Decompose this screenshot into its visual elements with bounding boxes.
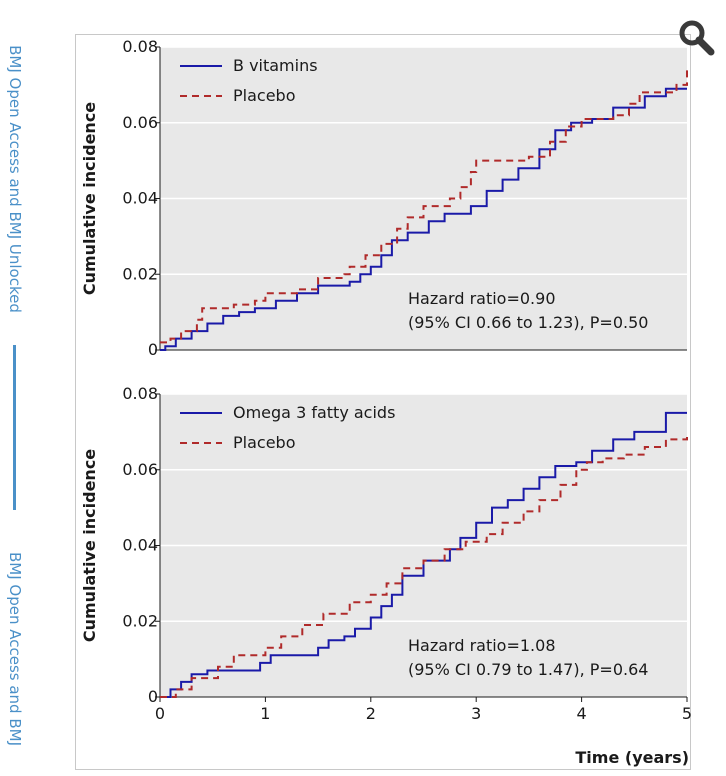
chart2-y-tick-label: 0.04 — [122, 536, 158, 555]
magnifier-icon — [679, 20, 715, 56]
chart1-y-tick-label: 0 — [148, 340, 158, 359]
side-banner: BMJ Open Access and BMJ Unlocked BMJ Ope… — [0, 0, 30, 776]
zoom-button[interactable] — [677, 18, 717, 58]
chart2-placebo-line — [160, 435, 688, 698]
chart2-annotation-line: (95% CI 0.79 to 1.47), P=0.64 — [408, 660, 648, 679]
chart2-y-tick-label: 0.08 — [122, 384, 158, 403]
chart1-placebo-line — [160, 65, 688, 344]
chart2-x-tick-label: 5 — [682, 704, 692, 723]
chart1-legend-label: B vitamins — [233, 56, 318, 75]
chart1-treatment-line — [160, 87, 687, 351]
chart2-x-axis-title: Time (years) — [575, 748, 689, 767]
chart1-y-tick-label: 0.06 — [122, 113, 158, 132]
chart2-legend-label: Omega 3 fatty acids — [233, 403, 395, 422]
chart1-y-tick-label: 0.02 — [122, 264, 158, 283]
chart2-y-tick-label: 0 — [148, 687, 158, 706]
chart2-x-tick-label: 1 — [260, 704, 270, 723]
chart1-y-tick-label: 0.08 — [122, 37, 158, 56]
chart1-annotation-line: (95% CI 0.66 to 1.23), P=0.50 — [408, 313, 648, 332]
chart1-y-tick-label: 0.04 — [122, 189, 158, 208]
chart2-y-axis-title: Cumulative incidence — [80, 449, 99, 642]
chart2-x-tick-label: 0 — [155, 704, 165, 723]
chart2-annotation-line: Hazard ratio=1.08 — [408, 636, 556, 655]
chart2-x-tick-label: 3 — [471, 704, 481, 723]
chart1-legend-label: Placebo — [233, 86, 295, 105]
side-banner-divider — [13, 345, 16, 510]
chart2-legend-label: Placebo — [233, 433, 295, 452]
chart2-x-tick-label: 2 — [366, 704, 376, 723]
chart1-annotation-line: Hazard ratio=0.90 — [408, 289, 556, 308]
chart2-y-tick-label: 0.02 — [122, 611, 158, 630]
chart1-y-axis-title: Cumulative incidence — [80, 102, 99, 295]
chart2-y-tick-label: 0.06 — [122, 460, 158, 479]
chart2-x-tick-label: 4 — [577, 704, 587, 723]
